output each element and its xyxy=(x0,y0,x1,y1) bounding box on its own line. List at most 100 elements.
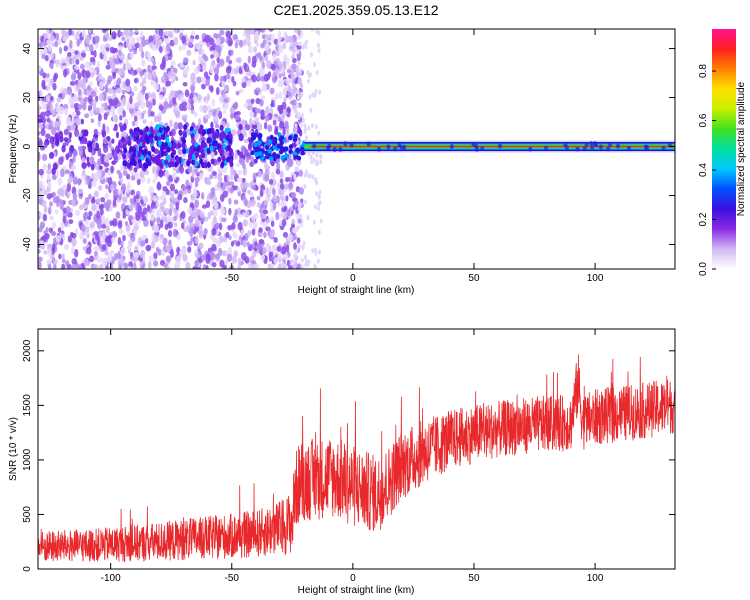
noise-blob xyxy=(310,52,314,58)
noise-blob xyxy=(111,31,117,40)
noise-blob xyxy=(181,222,185,230)
noise-blob xyxy=(188,41,193,47)
noise-blob xyxy=(69,80,76,86)
noise-blob xyxy=(190,139,197,144)
noise-blob xyxy=(308,94,312,100)
noise-blob xyxy=(43,205,48,214)
noise-blob xyxy=(182,253,188,262)
noise-blob xyxy=(102,144,109,154)
noise-blob xyxy=(317,229,321,235)
noise-blob xyxy=(134,172,140,181)
noise-blob xyxy=(107,253,113,262)
noise-blob xyxy=(194,34,200,40)
noise-blob xyxy=(103,112,108,121)
noise-blob xyxy=(263,231,267,239)
noise-blob xyxy=(50,62,54,70)
noise-blob xyxy=(300,264,304,269)
noise-blob xyxy=(183,197,188,204)
noise-blob xyxy=(257,170,263,178)
noise-blob xyxy=(272,53,277,62)
noise-blob xyxy=(169,201,174,210)
noise-blob xyxy=(254,36,259,41)
noise-blob xyxy=(86,156,90,162)
noise-blob xyxy=(134,42,140,49)
noise-blob xyxy=(225,30,232,39)
cluster-blob xyxy=(158,160,163,167)
cluster-blob xyxy=(191,154,196,161)
noise-blob xyxy=(162,237,168,246)
noise-blob xyxy=(243,62,247,70)
noise-blob xyxy=(223,85,229,93)
cluster-blob xyxy=(200,142,205,149)
noise-blob xyxy=(281,246,287,255)
noise-blob xyxy=(117,188,123,197)
noise-blob xyxy=(175,201,179,211)
noise-blob xyxy=(126,185,130,194)
noise-blob xyxy=(221,217,227,223)
noise-blob xyxy=(53,237,57,245)
carrier-bump xyxy=(616,143,621,149)
noise-blob xyxy=(228,207,232,216)
noise-blob xyxy=(268,29,274,32)
noise-blob xyxy=(151,92,156,101)
x-tick-label: 50 xyxy=(468,273,480,284)
noise-blob xyxy=(90,50,95,56)
noise-blob xyxy=(293,234,297,241)
noise-blob xyxy=(55,103,60,113)
noise-blob xyxy=(293,46,297,52)
noise-blob xyxy=(289,100,295,105)
noise-blob xyxy=(172,197,179,203)
noise-blob xyxy=(262,246,267,255)
noise-blob xyxy=(258,239,265,244)
noise-blob xyxy=(230,240,235,247)
noise-blob xyxy=(137,205,143,214)
spectrogram-panel: -100 -50 0 50 100 -40 -20 0 20 40 Height of stra… xyxy=(8,28,676,296)
noise-blob xyxy=(173,207,177,215)
noise-blob xyxy=(279,121,285,129)
noise-blob xyxy=(221,80,226,88)
noise-blob xyxy=(190,86,195,96)
noise-blob xyxy=(152,165,156,175)
noise-blob xyxy=(298,202,302,208)
noise-blob xyxy=(55,59,60,68)
noise-blob xyxy=(114,145,120,154)
noise-blob xyxy=(200,192,205,200)
colorbar-label: Normalized spectral amplitude xyxy=(736,81,747,216)
noise-blob xyxy=(149,120,154,128)
noise-blob xyxy=(142,195,149,204)
noise-blob xyxy=(284,183,290,190)
noise-blob xyxy=(241,195,246,201)
carrier-bump xyxy=(661,145,666,151)
noise-blob xyxy=(285,177,290,183)
noise-blob xyxy=(43,33,48,39)
noise-blob xyxy=(205,264,209,269)
noise-blob xyxy=(312,219,316,225)
noise-blob xyxy=(175,110,181,119)
noise-blob xyxy=(218,222,223,231)
noise-blob xyxy=(305,39,309,45)
noise-blob xyxy=(289,206,294,212)
noise-blob xyxy=(300,113,304,119)
noise-blob xyxy=(274,92,279,100)
noise-blob xyxy=(104,192,109,199)
noise-blob xyxy=(96,170,102,178)
x-tick-label: 100 xyxy=(587,573,604,584)
noise-blob xyxy=(68,219,74,225)
noise-blob xyxy=(263,121,268,130)
cluster-blob xyxy=(182,132,187,139)
cluster-blob xyxy=(122,153,127,160)
noise-blob xyxy=(74,128,80,138)
noise-blob xyxy=(318,153,322,159)
noise-blob xyxy=(43,140,48,149)
noise-blob xyxy=(312,62,316,68)
carrier-bump xyxy=(594,142,599,148)
noise-blob xyxy=(267,124,273,132)
page-title: C2E1.2025.359.05.13.E12 xyxy=(273,2,439,18)
noise-blob xyxy=(314,89,318,95)
noise-blob xyxy=(281,200,287,208)
noise-blob xyxy=(268,254,273,262)
noise-blob xyxy=(96,60,101,69)
noise-blob xyxy=(42,72,47,79)
noise-blob xyxy=(295,71,301,78)
noise-blob xyxy=(133,50,137,55)
